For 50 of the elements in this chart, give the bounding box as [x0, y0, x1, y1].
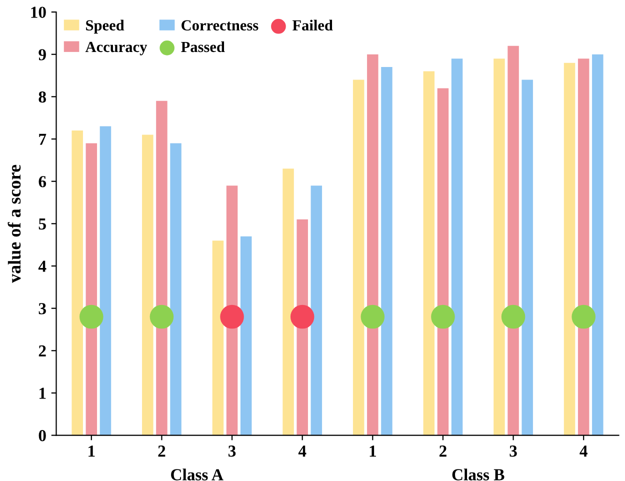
y-axis-title: value of a score — [8, 164, 21, 283]
bar — [494, 58, 505, 436]
bar — [578, 58, 590, 436]
bar — [100, 126, 112, 436]
text: Class B — [452, 468, 504, 480]
text: Class A — [171, 468, 224, 480]
bar — [156, 100, 168, 436]
x-tick-label: 1 — [370, 446, 376, 457]
bar — [352, 80, 364, 436]
y-tick-label: 7 — [39, 134, 46, 145]
y-tick-label: 1 — [40, 388, 46, 399]
y-tick-label: 4 — [38, 260, 46, 272]
bar — [296, 219, 308, 436]
bar — [423, 71, 435, 436]
bar — [508, 46, 519, 436]
x-tick-label: 2 — [440, 446, 446, 457]
bar — [437, 88, 449, 436]
y-tick-label: 6 — [38, 176, 46, 188]
bar — [522, 80, 533, 436]
x-tick-label: 2 — [158, 446, 166, 457]
x-tick-label: 3 — [228, 446, 236, 457]
legend-label: Failed — [292, 20, 333, 31]
bar — [592, 54, 604, 436]
legend-label: Accuracy — [85, 42, 148, 56]
y-tick-label: 10 — [31, 6, 46, 18]
bar — [212, 240, 224, 436]
x-tick-label: 4 — [580, 446, 588, 457]
bar — [381, 67, 392, 436]
y-tick-label: 9 — [38, 49, 46, 60]
legend-label: Correctness — [182, 20, 258, 31]
bar — [451, 58, 463, 436]
legend-label: Passed — [181, 41, 225, 52]
bar — [72, 130, 83, 436]
bar — [310, 186, 322, 436]
bar — [142, 134, 154, 436]
bar — [367, 54, 378, 436]
bar — [240, 236, 252, 436]
legend-label: Speed — [86, 20, 124, 34]
x-tick-label: 1 — [88, 446, 95, 457]
bar — [170, 143, 182, 436]
bar — [86, 143, 98, 436]
bar — [282, 168, 294, 436]
x-tick-label: 3 — [510, 446, 517, 457]
y-tick-label: 3 — [38, 303, 46, 314]
x-tick-label: 4 — [298, 446, 306, 457]
y-tick-label: 0 — [38, 430, 46, 442]
bar — [564, 62, 576, 436]
y-tick-label: 2 — [38, 345, 46, 356]
y-tick-label: 8 — [38, 91, 46, 103]
y-tick-label: 5 — [38, 218, 46, 230]
